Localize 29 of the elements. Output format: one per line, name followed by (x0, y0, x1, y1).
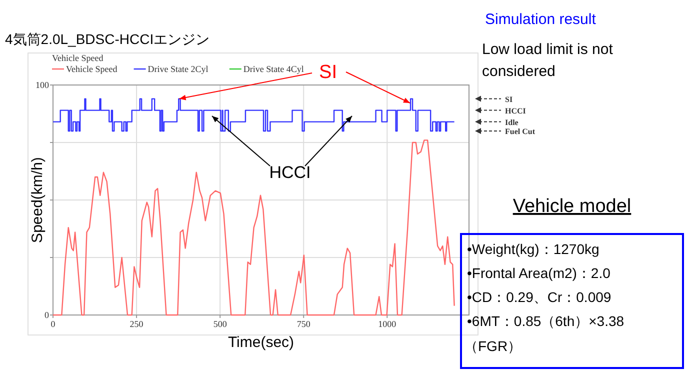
annotation: HCCI (269, 163, 311, 182)
chart-title: 4気筒2.0L_BDSC-HCCIエンジン (5, 31, 210, 47)
x-tick-label: 250 (130, 319, 144, 329)
line-series (52, 140, 455, 316)
text: Simulation result (485, 11, 597, 28)
text: Fuel Cut (505, 127, 536, 136)
annotation: SI (319, 62, 337, 83)
text: Idle (505, 118, 519, 127)
text: Low load limit is not (482, 41, 614, 58)
legend-label: Vehicle Speed (66, 64, 118, 74)
y-axis-title: Speed(km/h) (29, 157, 46, 243)
legend-title: Vehicle Speed (52, 53, 104, 63)
annotation: •Weight(kg)：1270kg (467, 241, 600, 257)
annotation: •6MT：0.85（6th）×3.38 (467, 313, 624, 329)
x-tick-label: 0 (50, 319, 56, 329)
text: SI (505, 94, 513, 104)
x-tick-label: 1000 (378, 319, 397, 329)
text: Vehicle model (512, 196, 632, 217)
y-tick-label: 100 (36, 80, 50, 90)
text: HCCI (505, 106, 526, 116)
x-tick-label: 500 (213, 319, 228, 329)
text: considered (482, 63, 556, 80)
legend-label: Drive State 2Cyl (148, 64, 209, 74)
annotation: •CD：0.29、Cr：0.009 (467, 289, 612, 305)
x-tick-label: 750 (296, 319, 311, 329)
legend-label: Drive State 4Cyl (243, 64, 304, 74)
text: （FGR） (464, 338, 522, 354)
x-axis-title: Time(sec) (228, 334, 294, 351)
annotation: •Frontal Area(m2)：2.0 (467, 265, 611, 281)
